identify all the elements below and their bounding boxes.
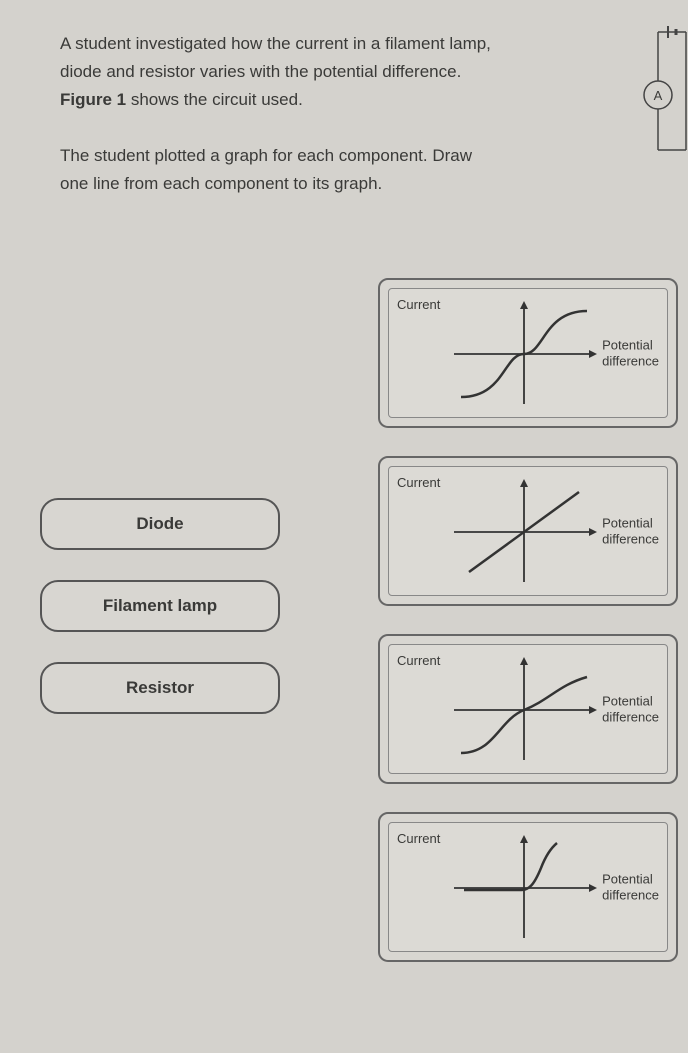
intro-paragraph: A student investigated how the current i… <box>60 30 600 114</box>
component-filament-lamp[interactable]: Filament lamp <box>40 580 280 632</box>
matching-area: Diode Filament lamp Resistor Current Pot… <box>60 278 668 1038</box>
graph-inner-2: Current Potential difference <box>388 466 668 596</box>
graph-svg-1 <box>449 299 599 409</box>
graph-svg-2 <box>449 477 599 587</box>
component-diode[interactable]: Diode <box>40 498 280 550</box>
component-label: Filament lamp <box>103 596 217 615</box>
x-axis-label: Potential difference <box>602 872 659 903</box>
x-axis-label: Potential difference <box>602 338 659 369</box>
graph-box-3[interactable]: Current Potential difference <box>378 634 678 784</box>
x-axis-label: Potential difference <box>602 694 659 725</box>
y-axis-label: Current <box>397 297 440 312</box>
curve-4 <box>464 843 557 890</box>
x-label-l2: difference <box>602 709 659 724</box>
graph-inner-4: Current Potential difference <box>388 822 668 952</box>
graph-svg-3 <box>449 655 599 765</box>
x-label-l1: Potential <box>602 338 653 353</box>
y-axis-label: Current <box>397 653 440 668</box>
x-label-l1: Potential <box>602 872 653 887</box>
instruction-paragraph: The student plotted a graph for each com… <box>60 142 600 198</box>
graph-box-1[interactable]: Current Potential difference <box>378 278 678 428</box>
instruction-line-1: The student plotted a graph for each com… <box>60 146 472 165</box>
figure-circuit-fragment: A <box>618 20 688 170</box>
x-axis-label: Potential difference <box>602 516 659 547</box>
x-label-l1: Potential <box>602 694 653 709</box>
ammeter-label: A <box>654 88 663 103</box>
intro-line-1: A student investigated how the current i… <box>60 34 491 53</box>
graphs-column: Current Potential difference Current <box>378 278 678 962</box>
components-column: Diode Filament lamp Resistor <box>40 498 280 714</box>
graph-inner-1: Current Potential difference <box>388 288 668 418</box>
x-label-l2: difference <box>602 353 659 368</box>
y-axis-label: Current <box>397 831 440 846</box>
intro-line-2: diode and resistor varies with the poten… <box>60 62 461 81</box>
graph-inner-3: Current Potential difference <box>388 644 668 774</box>
graph-box-4[interactable]: Current Potential difference <box>378 812 678 962</box>
instruction-line-2: one line from each component to its grap… <box>60 174 382 193</box>
component-label: Resistor <box>126 678 194 697</box>
component-resistor[interactable]: Resistor <box>40 662 280 714</box>
y-axis-label: Current <box>397 475 440 490</box>
x-label-l1: Potential <box>602 516 653 531</box>
intro-line-3-rest: shows the circuit used. <box>126 90 303 109</box>
graph-svg-4 <box>449 833 599 943</box>
x-label-l2: difference <box>602 887 659 902</box>
component-label: Diode <box>136 514 183 533</box>
graph-box-2[interactable]: Current Potential difference <box>378 456 678 606</box>
x-label-l2: difference <box>602 531 659 546</box>
figure-ref: Figure 1 <box>60 90 126 109</box>
